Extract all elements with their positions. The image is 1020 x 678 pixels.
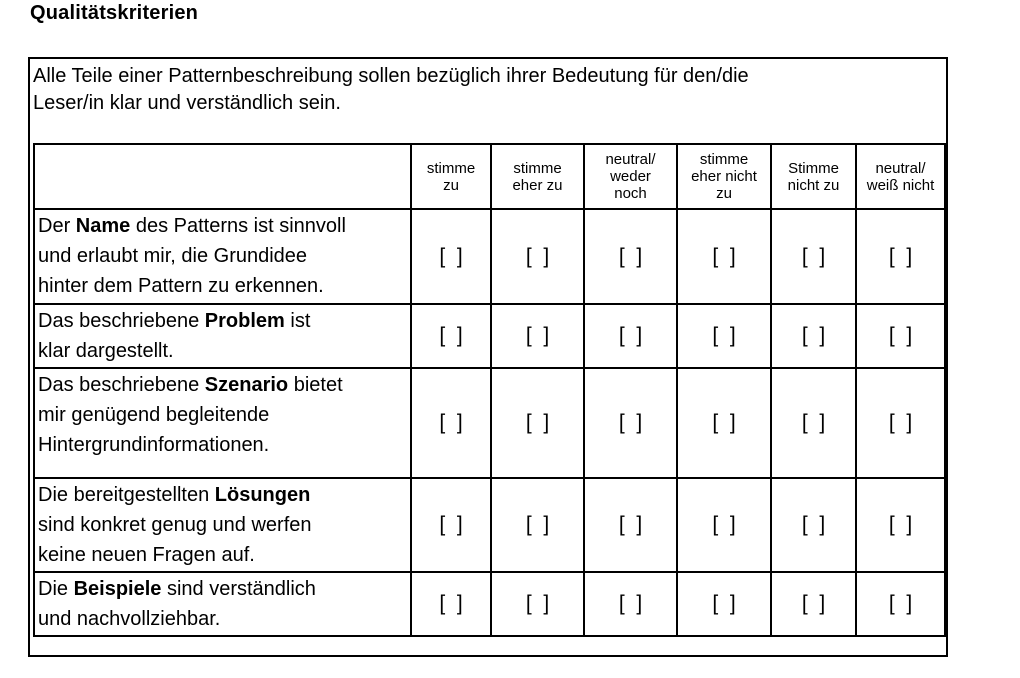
checkbox-placeholder[interactable]: [ ]: [525, 324, 550, 347]
question-prefix: Die bereitgestellten: [38, 484, 215, 506]
checkbox-placeholder[interactable]: [ ]: [712, 324, 736, 347]
rating-cell: [ ]: [855, 571, 946, 637]
checkbox-placeholder[interactable]: [ ]: [801, 411, 826, 434]
question-cell-loesungen: Die bereitgestellten Lösungen sind konkr…: [33, 477, 412, 573]
question-keyword: Szenario: [204, 374, 289, 396]
checkbox-placeholder[interactable]: [ ]: [888, 513, 913, 536]
rating-cell: [ ]: [676, 367, 772, 479]
question-prefix: Das beschriebene: [38, 310, 205, 332]
rating-cell: [ ]: [770, 303, 857, 369]
rating-cell: [ ]: [583, 367, 678, 479]
rating-cell: [ ]: [770, 208, 857, 305]
rating-cell: [ ]: [583, 571, 678, 637]
checkbox-placeholder[interactable]: [ ]: [801, 592, 826, 615]
rating-cell: [ ]: [583, 303, 678, 369]
checkbox-placeholder[interactable]: [ ]: [712, 244, 736, 268]
table-row-loesungen: Die bereitgestellten Lösungen sind konkr…: [33, 477, 946, 573]
rating-cell: [ ]: [410, 208, 492, 305]
page-title: Qualitätskriterien: [30, 2, 199, 24]
checkbox-placeholder[interactable]: [ ]: [525, 513, 550, 536]
checkbox-placeholder[interactable]: [ ]: [618, 324, 643, 347]
rating-cell: [ ]: [490, 208, 585, 305]
question-suffix: ist klar dargestellt.: [38, 310, 311, 362]
checkbox-placeholder[interactable]: [ ]: [712, 411, 736, 434]
checkbox-placeholder[interactable]: [ ]: [801, 324, 826, 347]
checkbox-placeholder[interactable]: [ ]: [888, 592, 913, 615]
table-row-beispiele: Die Beispiele sind verständlich und nach…: [33, 571, 946, 637]
rating-cell: [ ]: [490, 303, 585, 369]
rating-cell: [ ]: [855, 367, 946, 479]
column-header-stimme-zu: stimme zu: [410, 143, 492, 210]
column-header-stimme-eher-zu: stimme eher zu: [490, 143, 585, 210]
rating-cell: [ ]: [490, 571, 585, 637]
checkbox-placeholder[interactable]: [ ]: [525, 244, 550, 268]
question-cell-szenario: Das beschriebene Szenario bietet mir gen…: [33, 367, 412, 479]
rating-cell: [ ]: [855, 477, 946, 573]
rating-cell: [ ]: [410, 367, 492, 479]
checkbox-placeholder[interactable]: [ ]: [439, 411, 463, 434]
checkbox-placeholder[interactable]: [ ]: [712, 592, 736, 615]
rating-cell: [ ]: [676, 208, 772, 305]
question-suffix: des Patterns ist sinnvoll und erlaubt mi…: [38, 215, 346, 297]
rating-cell: [ ]: [490, 477, 585, 573]
rating-cell: [ ]: [855, 208, 946, 305]
checkbox-placeholder[interactable]: [ ]: [439, 244, 463, 268]
column-header-neutral-weiss-nicht: neutral/ weiß nicht: [855, 143, 946, 210]
checkbox-placeholder[interactable]: [ ]: [618, 592, 643, 615]
checkbox-placeholder[interactable]: [ ]: [439, 324, 463, 347]
rating-cell: [ ]: [676, 303, 772, 369]
checkbox-placeholder[interactable]: [ ]: [618, 244, 643, 268]
question-keyword: Name: [75, 215, 131, 237]
rating-cell: [ ]: [583, 477, 678, 573]
column-header-neutral-weder-noch: neutral/ weder noch: [583, 143, 678, 210]
checkbox-placeholder[interactable]: [ ]: [525, 411, 550, 434]
intro-text: Alle Teile einer Patternbeschreibung sol…: [33, 65, 749, 114]
header-row: stimme zu stimme eher zu neutral/ weder …: [33, 143, 946, 210]
rating-cell: [ ]: [770, 477, 857, 573]
question-suffix: bietet mir genügend begleitende Hintergr…: [38, 374, 343, 456]
question-keyword: Beispiele: [73, 578, 162, 600]
rating-cell: [ ]: [770, 367, 857, 479]
checkbox-placeholder[interactable]: [ ]: [801, 513, 826, 536]
table-row-problem: Das beschriebene Problem ist klar darges…: [33, 303, 946, 369]
checkbox-placeholder[interactable]: [ ]: [439, 592, 463, 615]
rating-cell: [ ]: [770, 571, 857, 637]
rating-cell: [ ]: [676, 477, 772, 573]
table-row-szenario: Das beschriebene Szenario bietet mir gen…: [33, 367, 946, 479]
rating-cell: [ ]: [410, 571, 492, 637]
question-prefix: Das beschriebene: [38, 374, 205, 396]
checkbox-placeholder[interactable]: [ ]: [888, 324, 913, 347]
column-header-stimme-eher-nicht-zu: stimme eher nicht zu: [676, 143, 772, 210]
question-suffix: sind konkret genug und werfen keine neue…: [38, 514, 312, 566]
question-keyword: Problem: [204, 310, 285, 332]
checkbox-placeholder[interactable]: [ ]: [712, 513, 736, 536]
checkbox-placeholder[interactable]: [ ]: [618, 513, 643, 536]
question-block: Alle Teile einer Patternbeschreibung sol…: [28, 57, 948, 657]
rating-cell: [ ]: [676, 571, 772, 637]
rating-cell: [ ]: [490, 367, 585, 479]
rating-cell: [ ]: [410, 477, 492, 573]
checkbox-placeholder[interactable]: [ ]: [525, 592, 550, 615]
checkbox-placeholder[interactable]: [ ]: [888, 411, 913, 434]
table-row-name: Der Name des Patterns ist sinnvoll und e…: [33, 208, 946, 305]
header-empty-cell: [33, 143, 412, 210]
question-suffix: sind verständlich und nachvollziehbar.: [38, 578, 316, 630]
question-keyword: Lösungen: [214, 484, 311, 506]
rating-cell: [ ]: [583, 208, 678, 305]
question-prefix: Die: [38, 578, 74, 600]
column-header-stimme-nicht-zu: Stimme nicht zu: [770, 143, 857, 210]
checkbox-placeholder[interactable]: [ ]: [618, 411, 643, 434]
checkbox-placeholder[interactable]: [ ]: [439, 513, 463, 536]
rating-table: stimme zu stimme eher zu neutral/ weder …: [33, 143, 946, 637]
checkbox-placeholder[interactable]: [ ]: [888, 244, 913, 268]
question-cell-beispiele: Die Beispiele sind verständlich und nach…: [33, 571, 412, 637]
rating-cell: [ ]: [410, 303, 492, 369]
question-cell-name: Der Name des Patterns ist sinnvoll und e…: [33, 208, 412, 305]
question-cell-problem: Das beschriebene Problem ist klar darges…: [33, 303, 412, 369]
rating-cell: [ ]: [855, 303, 946, 369]
checkbox-placeholder[interactable]: [ ]: [801, 244, 826, 268]
question-prefix: Der: [38, 215, 76, 237]
